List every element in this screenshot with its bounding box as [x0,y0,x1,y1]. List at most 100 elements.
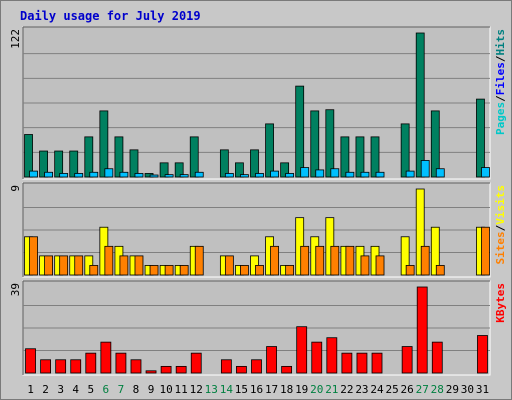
sites-visits-bar-sites-day-15 [240,265,249,276]
pages-files-hits-bar-files-day-14 [224,173,234,178]
sites-visits-legend-item: Sites [494,231,507,264]
x-tick-label-day-20: 20 [310,383,323,396]
pages-files-hits-bar-hits-day-23 [355,136,365,178]
pages-files-hits-bar-files-day-7 [119,171,129,178]
pages-files-hits-bar-files-day-16 [255,173,264,178]
kbytes-bar-kbytes-day-21 [326,337,338,374]
sites-visits-bar-sites-day-21 [330,245,340,276]
kbytes-legend-item: KBytes [494,283,507,323]
x-tick-label-day-2: 2 [42,383,49,396]
kbytes-bar-kbytes-day-2 [40,359,51,374]
pages-files-hits-bar-hits-day-21 [325,109,335,178]
sites-visits-bar-sites-day-10 [164,265,174,276]
sites-visits-bar-sites-day-22 [345,245,355,276]
sites-visits-bar-sites-day-24 [375,255,385,276]
pages-files-hits-bar-hits-day-20 [310,110,320,178]
pages-files-hits-bar-hits-day-19 [295,85,305,178]
pages-files-hits-legend-item: Files [494,62,507,95]
sites-visits-bar-sites-day-12 [194,245,204,276]
x-tick-label-day-5: 5 [87,383,94,396]
kbytes-bar-kbytes-day-15 [236,365,247,374]
x-tick-label-day-27: 27 [416,383,429,396]
sites-visits-bar-sites-day-9 [149,265,159,276]
kbytes-bar-kbytes-day-7 [115,352,127,374]
pages-files-hits-bar-hits-day-18 [280,162,290,178]
x-tick-label-day-3: 3 [57,383,64,396]
x-tick-label-day-17: 17 [265,383,278,396]
x-tick-label-day-16: 16 [250,383,263,396]
kbytes-legend: KBytes [494,283,507,323]
pages-files-hits-bar-files-day-6 [104,168,114,178]
kbytes-bar-kbytes-day-27 [416,286,428,374]
x-tick-label-day-31: 31 [476,383,489,396]
kbytes-bar-kbytes-day-10 [160,365,172,374]
x-tick-label-day-1: 1 [27,383,34,396]
sites-visits-bar-sites-day-31 [481,226,490,276]
pages-files-hits-bar-hits-day-15 [235,162,244,178]
sites-visits-bar-sites-day-28 [435,265,445,276]
x-tick-label-day-6: 6 [103,383,110,396]
x-tick-label-day-28: 28 [431,383,444,396]
pages-files-hits-bar-files-day-12 [194,171,204,178]
pages-files-hits-bar-hits-day-14 [219,149,229,178]
x-tick-label-day-23: 23 [355,383,368,396]
kbytes-bar-kbytes-day-11 [175,365,187,374]
sites-visits-bar-visits-day-28 [430,226,440,276]
pages-files-hits-bar-hits-day-17 [265,123,274,178]
pages-files-hits-bar-hits-day-7 [114,136,124,178]
pages-files-hits-bar-hits-day-11 [174,162,184,178]
x-tick-label-day-22: 22 [340,383,353,396]
kbytes-bar-kbytes-day-4 [70,359,82,374]
sites-visits-bar-sites-day-3 [59,255,69,276]
sites-visits-legend-item: Visits [494,185,507,225]
pages-files-hits-legend-item: Pages [494,102,507,135]
pages-files-hits-bar-files-day-4 [74,173,84,178]
x-tick-label-day-30: 30 [461,383,474,396]
pages-files-hits-bar-files-day-2 [44,171,53,178]
pages-files-hits-bar-files-day-24 [375,171,385,178]
x-tick-label-day-14: 14 [220,383,234,396]
pages-files-hits-bar-files-day-17 [270,170,279,178]
x-tick-label-day-18: 18 [280,383,293,396]
pages-files-hits-bar-hits-day-6 [99,110,109,178]
sites-visits-bar-sites-day-8 [134,255,144,276]
sites-visits-legend-item: / [494,224,507,231]
pages-files-hits-ymax-label: 122 [9,29,22,49]
x-tick-label-day-11: 11 [175,383,188,396]
pages-files-hits-legend: Pages/Files/Hits [494,29,507,135]
sites-visits-ymax-label: 9 [9,185,22,192]
sites-visits-bar-sites-day-2 [44,255,53,276]
kbytes-bar-kbytes-day-3 [55,359,67,374]
x-tick-label-day-26: 26 [401,383,414,396]
pages-files-hits-bar-hits-day-10 [159,162,169,178]
pages-files-hits-bar-hits-day-5 [84,136,94,178]
pages-files-hits-bar-hits-day-16 [250,149,259,178]
kbytes-bar-kbytes-day-16 [251,359,262,374]
pages-files-hits-bar-hits-day-3 [54,150,64,178]
sites-visits-bar-sites-day-1 [29,236,38,276]
pages-files-hits-bar-files-day-20 [315,169,325,178]
pages-files-hits-bar-files-day-11 [179,174,189,178]
kbytes-ymax-label: 39 [9,283,22,296]
pages-files-hits-bar-files-day-19 [300,167,310,178]
pages-files-hits-bar-files-day-31 [481,167,490,178]
kbytes-bar-kbytes-day-26 [401,346,413,374]
x-tick-label-day-12: 12 [190,383,203,396]
x-tick-label-day-25: 25 [385,383,398,396]
pages-files-hits-bar-hits-day-27 [415,32,425,178]
pages-files-hits-bar-files-day-10 [164,174,174,178]
kbytes-bar-kbytes-day-22 [341,352,353,374]
sites-visits-bar-sites-day-14 [224,255,234,276]
sites-visits-bar-sites-day-23 [360,255,370,276]
kbytes-bar-kbytes-day-19 [296,326,308,374]
pages-files-hits-bar-hits-day-12 [189,136,199,178]
pages-files-hits-bar-files-day-1 [29,170,38,178]
x-tick-label-day-10: 10 [159,383,172,396]
sites-visits-bar-sites-day-18 [285,265,295,276]
pages-files-hits-legend-item: / [494,95,507,102]
sites-visits-bar-sites-day-16 [255,265,264,276]
sites-visits-bar-visits-day-26 [400,236,410,276]
x-tick-label-day-8: 8 [133,383,140,396]
kbytes-bar-kbytes-day-28 [431,341,443,374]
